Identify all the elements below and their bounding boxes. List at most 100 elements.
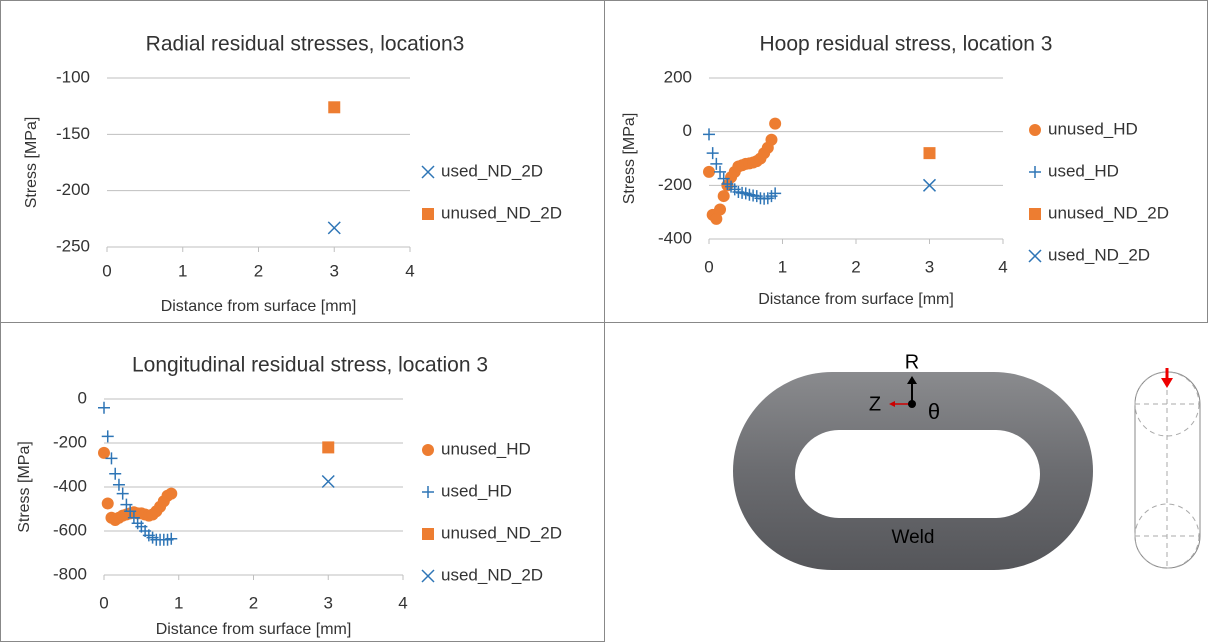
point (322, 441, 335, 454)
point (101, 497, 114, 510)
y-tick-label: -200 (56, 180, 90, 199)
chart: Radial residual stresses, location3 Stres… (23, 33, 562, 316)
axis-label: Z (869, 393, 881, 415)
point (101, 430, 114, 443)
x-tick-label: 1 (178, 261, 187, 280)
point (710, 212, 723, 225)
x-tick-label: 4 (405, 261, 414, 280)
x-tick-label: 4 (998, 257, 1007, 276)
y-tick-label: -200 (658, 175, 692, 194)
y-tick-label: -600 (53, 520, 87, 539)
x-axis-title: Distance from surface [mm] (156, 621, 352, 638)
legend-label: unused_ND_2D (441, 523, 562, 542)
chart: Longitudinal residual stress, location 3… (16, 354, 562, 639)
legend-label: used_HD (441, 481, 512, 500)
chart-title: Longitudinal residual stress, location 3 (132, 354, 488, 377)
point (703, 128, 715, 141)
point (703, 165, 715, 178)
arrow-head (907, 376, 917, 384)
legend-marker (421, 569, 435, 583)
y-tick-label: -100 (56, 67, 90, 86)
x-tick-label: 2 (254, 261, 263, 280)
legend-label: unused_HD (441, 439, 531, 458)
point (109, 467, 122, 480)
point (105, 452, 118, 465)
weld-label: Weld (892, 527, 935, 548)
y-axis-title: Stress [MPa] (23, 117, 40, 209)
legend-label: unused_HD (1048, 119, 1138, 138)
point (124, 505, 137, 518)
axis-label: R (905, 351, 919, 373)
legend-marker (422, 528, 434, 540)
point (120, 498, 133, 511)
x-tick-label: 2 (851, 257, 860, 276)
y-tick-label: 0 (78, 388, 87, 407)
point (706, 147, 719, 160)
y-tick-label: 0 (683, 121, 692, 140)
y-tick-label: 200 (664, 67, 692, 86)
link-hole (795, 430, 1040, 518)
legend-marker (422, 444, 434, 456)
legend-marker (1028, 249, 1042, 263)
legend-marker (1029, 124, 1041, 136)
legend-label: used_ND_2D (441, 161, 543, 180)
legend-label: unused_ND_2D (441, 203, 562, 222)
x-tick-label: 0 (704, 257, 713, 276)
point (321, 474, 335, 489)
x-tick-label: 0 (102, 261, 111, 280)
legend-label: used_HD (1048, 161, 1119, 180)
legend-label: unused_ND_2D (1048, 203, 1169, 222)
y-tick-label: -800 (53, 564, 87, 583)
y-axis-title: Stress [MPa] (621, 113, 638, 205)
arrow-head (889, 401, 895, 407)
chart: Hoop residual stress, location 3 Stress [… (621, 33, 1169, 309)
point (328, 101, 341, 114)
point (98, 401, 110, 414)
point (769, 187, 782, 200)
x-tick-label: 3 (330, 261, 339, 280)
legend-label: used_ND_2D (441, 565, 543, 584)
legend-marker (422, 208, 434, 220)
point (714, 203, 727, 216)
y-tick-label: -250 (56, 236, 90, 255)
point (165, 487, 178, 500)
point (922, 178, 937, 192)
y-tick-label: -400 (658, 228, 692, 247)
x-axis-title: Distance from surface [mm] (758, 291, 954, 308)
x-tick-label: 0 (99, 593, 108, 612)
y-axis-title: Stress [MPa] (16, 441, 33, 533)
legend-label: used_ND_2D (1048, 245, 1150, 264)
point (112, 478, 125, 491)
point (717, 190, 730, 203)
point (165, 532, 178, 545)
chart-title: Radial residual stresses, location3 (146, 33, 465, 56)
y-tick-label: -150 (56, 124, 90, 143)
point (765, 133, 778, 146)
x-tick-label: 3 (324, 593, 333, 612)
point (923, 147, 936, 160)
x-tick-label: 1 (778, 257, 787, 276)
legend-marker (421, 165, 435, 179)
axis-label: θ (928, 399, 940, 424)
arrow-head (1161, 378, 1173, 388)
x-tick-label: 4 (398, 593, 407, 612)
chart-title: Hoop residual stress, location 3 (760, 33, 1053, 56)
point (769, 117, 782, 130)
x-axis-title: Distance from surface [mm] (161, 298, 357, 315)
point (116, 487, 129, 500)
diagram: R Z θ Weld (733, 351, 1201, 570)
point (327, 221, 341, 235)
y-tick-label: -200 (53, 432, 87, 451)
origin (908, 400, 916, 408)
legend-marker (1029, 166, 1041, 178)
legend-marker (422, 486, 434, 498)
legend-marker (1029, 208, 1041, 220)
x-tick-label: 1 (174, 593, 183, 612)
point (714, 165, 727, 178)
point (710, 157, 723, 170)
y-tick-label: -400 (53, 476, 87, 495)
x-tick-label: 3 (925, 257, 934, 276)
x-tick-label: 2 (249, 593, 258, 612)
point (98, 446, 110, 459)
